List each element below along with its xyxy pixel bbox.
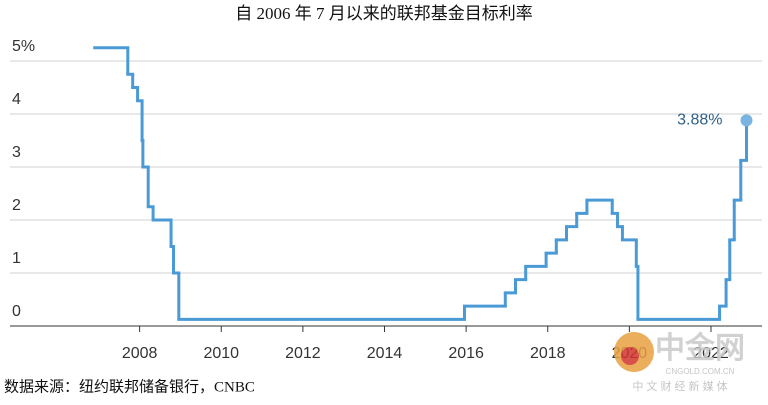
y-tick-label: 5%: [12, 38, 35, 55]
watermark-logo: 中金网: [655, 331, 745, 365]
x-tick-label: 2010: [203, 345, 239, 362]
x-tick-label: 2018: [530, 345, 566, 362]
chart-title: 自 2006 年 7 月以来的联邦基金目标利率: [235, 4, 533, 23]
source-note: 数据来源：纽约联邦储备银行，CNBC: [4, 378, 255, 395]
end-label: 3.88%: [677, 112, 722, 129]
y-tick-label: 4: [12, 91, 21, 108]
end-point: [740, 114, 753, 127]
x-tick-label: 2014: [367, 345, 403, 362]
x-tick-label: 2022: [693, 345, 729, 362]
watermark-tagline: 中 文 财 经 新 媒 体: [632, 379, 727, 393]
x-tick-label: 2008: [122, 345, 158, 362]
y-tick-label: 2: [12, 197, 21, 214]
x-tick-label: 2016: [448, 345, 484, 362]
watermark-icon: [621, 347, 639, 365]
y-tick-label: 3: [12, 144, 21, 161]
watermark: 中金网 CNGOLD.COM.CN 中 文 财 经 新 媒 体: [614, 331, 745, 393]
y-tick-label: 1: [12, 250, 21, 267]
x-tick-label: 2012: [285, 345, 321, 362]
y-tick-label: 0: [12, 303, 21, 320]
watermark-url: CNGOLD.COM.CN: [666, 367, 735, 376]
